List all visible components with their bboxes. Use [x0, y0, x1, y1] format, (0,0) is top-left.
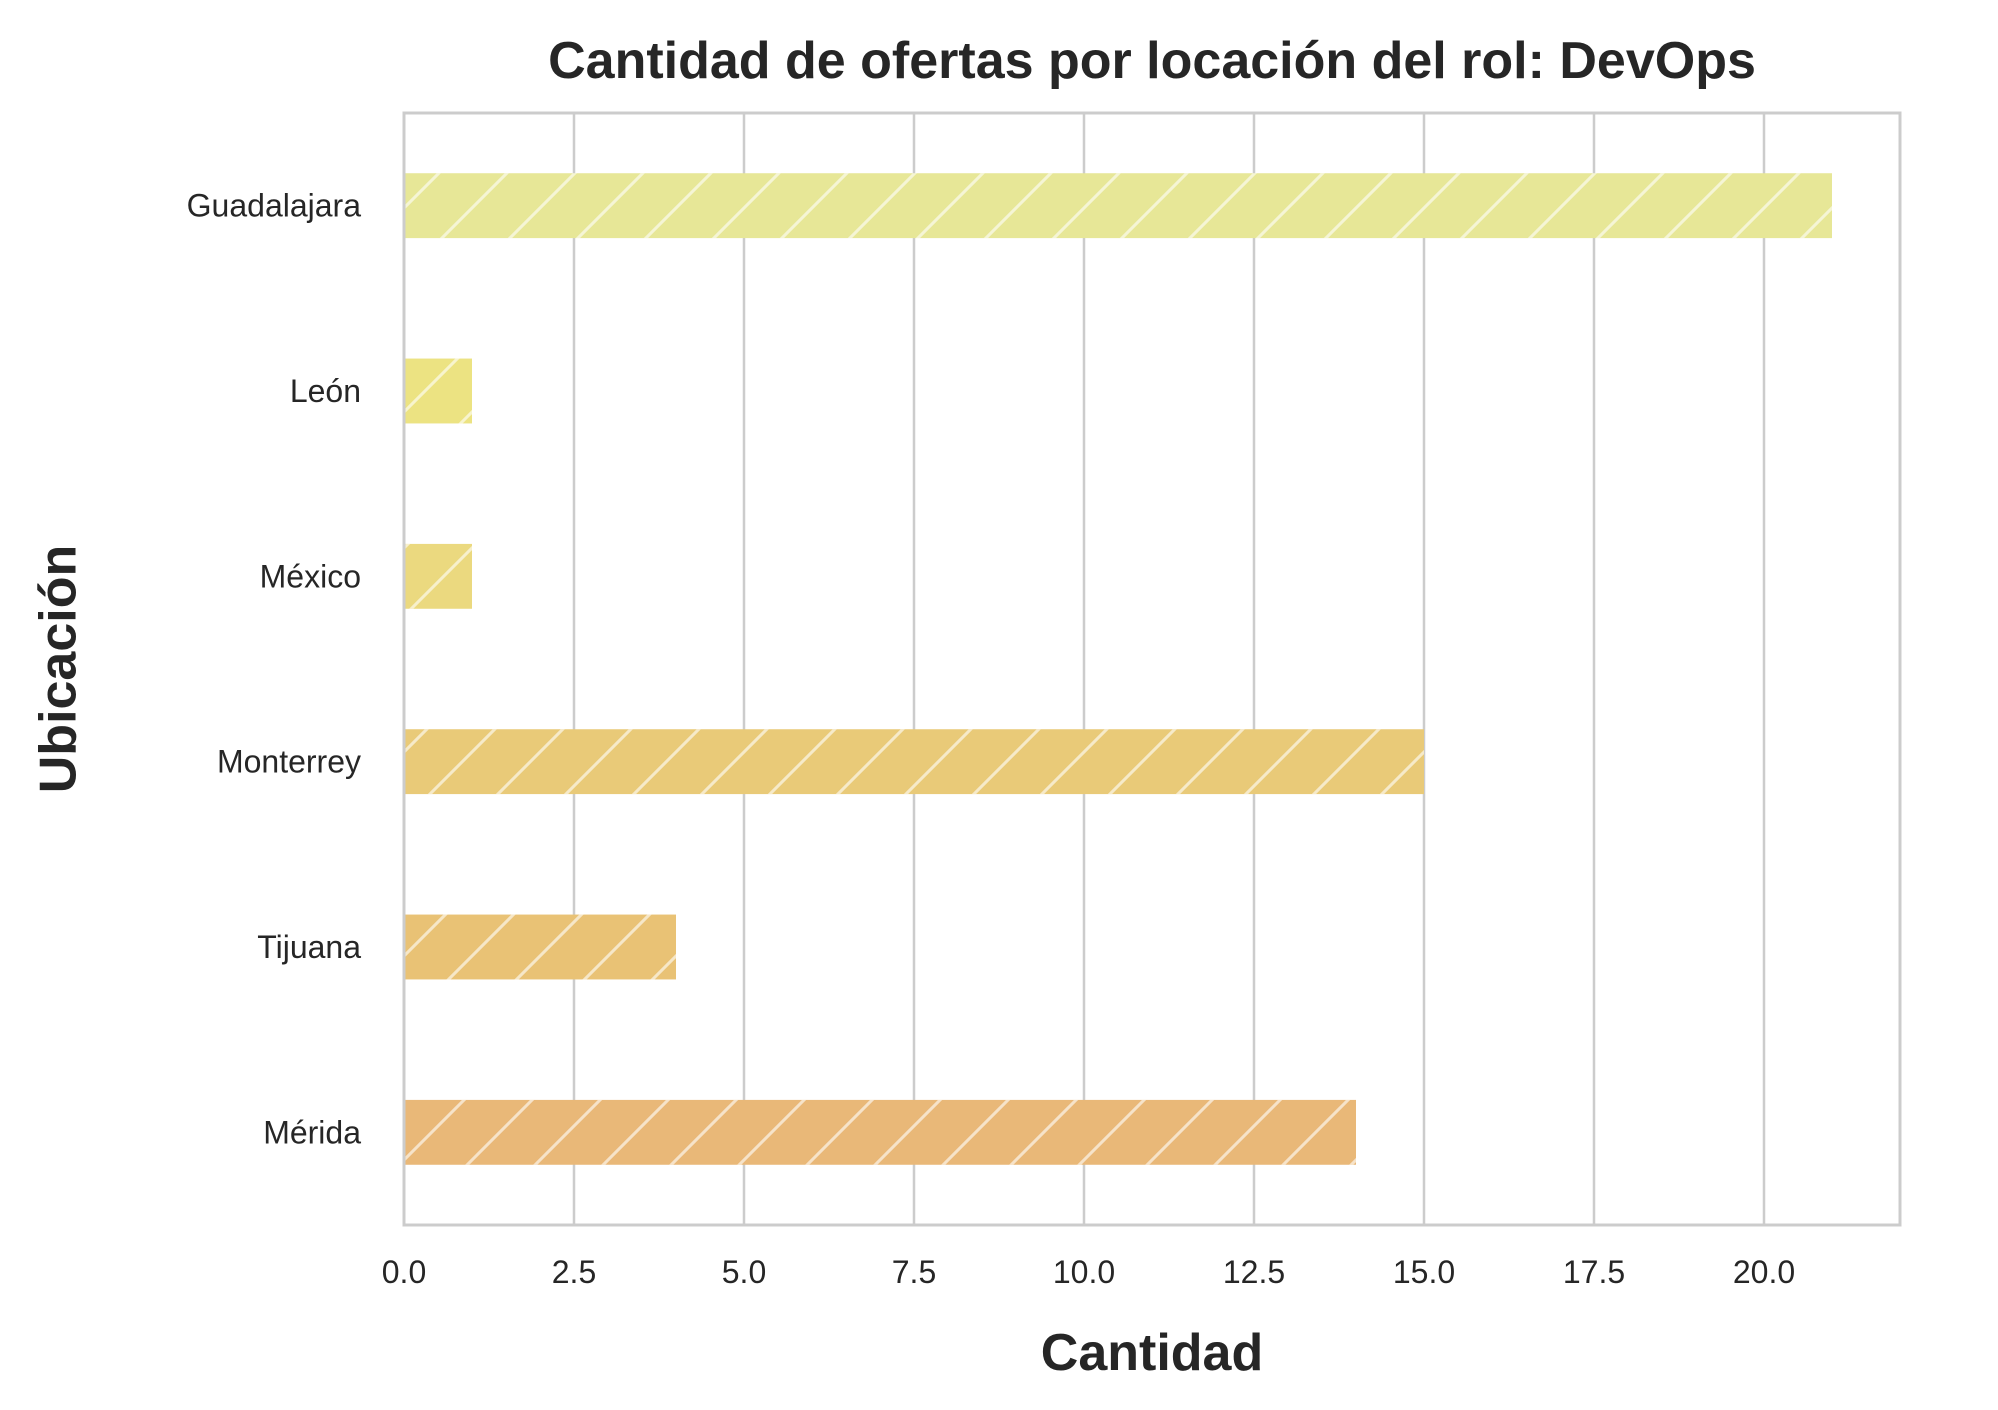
- x-tick-label: 17.5: [1563, 1254, 1625, 1290]
- y-tick-label: Monterrey: [217, 744, 361, 780]
- bar-León: [404, 358, 472, 424]
- bar-hatch: [404, 543, 472, 609]
- y-tick-label: México: [260, 558, 361, 594]
- x-tick-label: 12.5: [1223, 1254, 1285, 1290]
- y-tick-label: Guadalajara: [187, 188, 362, 224]
- y-axis-title: Ubicación: [30, 545, 88, 794]
- x-tick-label: 2.5: [552, 1254, 596, 1290]
- x-tick-label: 7.5: [892, 1254, 936, 1290]
- bar-Guadalajara: [404, 173, 1832, 239]
- x-tick-label: 20.0: [1733, 1254, 1795, 1290]
- bar-hatch: [404, 1099, 1356, 1165]
- y-tick-labels: Guadalajara León México Monterrey Tijuana Mér…: [187, 188, 362, 1151]
- bar-hatch: [404, 358, 472, 424]
- plot-frame: [402, 111, 1902, 1227]
- x-tick-label: 5.0: [722, 1254, 766, 1290]
- x-axis-title: Cantidad: [1041, 1324, 1263, 1382]
- bar-Tijuana: [404, 914, 676, 980]
- x-tick-label: 0.0: [382, 1254, 426, 1290]
- bar-Mérida: [404, 1099, 1356, 1165]
- x-tick-labels: 0.0 2.5 5.0 7.5 10.0 12.5 15.0 17.5 20.0: [382, 1254, 1795, 1290]
- bar-México: [404, 543, 472, 609]
- y-tick-label: Tijuana: [257, 929, 361, 965]
- bars: [404, 173, 1832, 1165]
- bar-Monterrey: [404, 729, 1424, 795]
- y-tick-label: León: [290, 373, 361, 409]
- x-tick-label: 15.0: [1393, 1254, 1455, 1290]
- bar-hatch: [404, 914, 676, 980]
- bar-hatch: [404, 173, 1832, 239]
- bar-hatch: [404, 729, 1424, 795]
- chart-title: Cantidad de ofertas por locación del rol…: [548, 32, 1756, 90]
- gridlines: [572, 113, 1766, 1225]
- y-tick-label: Mérida: [263, 1114, 361, 1150]
- x-tick-label: 10.0: [1053, 1254, 1115, 1290]
